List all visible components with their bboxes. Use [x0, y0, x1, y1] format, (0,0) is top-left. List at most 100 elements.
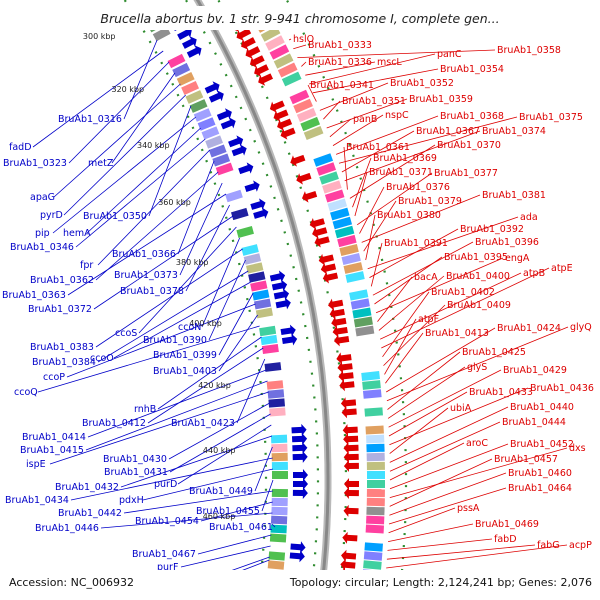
- forward-leader-line: [179, 182, 223, 276]
- gene-block-rev: [303, 125, 324, 141]
- arrow-shape: [292, 487, 308, 500]
- gene-box: [361, 371, 380, 381]
- arrow-shape: [254, 64, 269, 77]
- kbp-tick-label: 360 kbp: [158, 198, 191, 207]
- forward-gene-label: metZ: [88, 158, 114, 169]
- forward-gene-label: BruAb1_0432: [55, 482, 119, 493]
- gene-block-fwd: [201, 126, 220, 140]
- arrow-shape: [244, 180, 260, 193]
- gene-box: [330, 207, 350, 221]
- gene-block-fwd: [225, 189, 243, 203]
- reverse-gene-label: BruAb1_0464: [508, 483, 572, 494]
- forward-gene-label: BruAb1_0372: [28, 304, 92, 315]
- reverse-leader-line: [377, 276, 413, 322]
- gene-block-rev: [334, 225, 355, 239]
- gene-block-fwd: [167, 53, 186, 69]
- gene-block-rev: [363, 560, 382, 570]
- gene-block-fwd: [197, 117, 216, 131]
- arrow-shape: [292, 478, 308, 491]
- gene-block-rev: [337, 234, 357, 248]
- reverse-arrow: [343, 504, 359, 517]
- reverse-gene-label: glyS: [467, 362, 487, 373]
- forward-arrow: [292, 478, 308, 491]
- reverse-gene-label: BruAb1_0429: [503, 365, 567, 376]
- gene-box: [201, 126, 220, 140]
- reverse-gene-label: atpF: [418, 314, 439, 325]
- gene-block-rev: [324, 189, 345, 203]
- gene-block-rev: [366, 515, 385, 525]
- gene-block-fwd: [250, 280, 268, 292]
- reverse-arrow: [339, 379, 355, 392]
- gene-block-fwd: [255, 307, 273, 319]
- gene-box: [253, 298, 272, 310]
- arrow-shape: [290, 154, 306, 167]
- arrow-shape: [314, 235, 330, 248]
- gene-box: [243, 253, 262, 265]
- arrow-shape: [344, 477, 360, 490]
- reverse-arrow: [280, 127, 296, 140]
- arrow-shape: [331, 316, 347, 329]
- gene-block-fwd: [252, 289, 270, 301]
- forward-arrow: [244, 180, 260, 193]
- reverse-leader-line: [388, 487, 507, 525]
- reverse-gene-label: BruAb1_0396: [475, 237, 539, 248]
- reverse-gene-label: BruAb1_0361: [346, 142, 410, 153]
- gene-box: [266, 380, 284, 390]
- reverse-arrow: [254, 64, 269, 77]
- reverse-gene-label: BruAb1_0377: [434, 168, 498, 179]
- arrow-shape: [236, 28, 252, 41]
- forward-arrow: [291, 423, 307, 436]
- gene-box: [313, 153, 334, 167]
- forward-gene-label: BruAb1_0434: [5, 495, 69, 506]
- reverse-arrow: [277, 118, 293, 131]
- gene-block-fwd: [271, 452, 288, 462]
- gene-box: [267, 389, 285, 399]
- forward-gene-label: BruAb1_0430: [103, 454, 167, 465]
- forward-leader-line: [95, 248, 243, 348]
- forward-gene-label: BruAb1_0350: [83, 211, 147, 222]
- gene-block-fwd: [268, 398, 286, 408]
- feature-track: [123, 0, 408, 600]
- reverse-arrow: [236, 28, 252, 41]
- reverse-gene-label: BruAb1_0425: [462, 347, 526, 358]
- reverse-gene-label: BruAb1_0367: [416, 126, 480, 137]
- reverse-gene-label: BruAb1_0369: [373, 153, 437, 164]
- forward-arrow: [280, 324, 296, 337]
- forward-leader-line: [70, 457, 273, 501]
- gene-block-fwd: [248, 271, 266, 283]
- forward-gene-label: BruAb1_0378: [120, 286, 184, 297]
- reverse-leader-line: [374, 256, 443, 305]
- forward-leader-line: [236, 358, 266, 424]
- reverse-gene-label: acpP: [569, 540, 592, 551]
- gene-box: [281, 71, 302, 87]
- forward-gene-label: purD: [154, 479, 177, 490]
- gene-block-fwd: [271, 488, 288, 498]
- forward-arrow: [292, 441, 308, 454]
- reverse-leader-line: [387, 366, 466, 419]
- gene-box: [269, 533, 287, 543]
- reverse-leader-line: [389, 472, 507, 516]
- forward-gene-label: BruAb1_0373: [114, 270, 178, 281]
- gene-block-rev: [343, 262, 363, 274]
- gene-box: [270, 515, 288, 525]
- reverse-gene-label: engA: [505, 253, 530, 264]
- gene-box: [271, 497, 288, 507]
- forward-gene-label: BruAb1_0403: [153, 366, 217, 377]
- reverse-arrow: [341, 549, 357, 562]
- kbp-tick-label: 340 kbp: [137, 141, 170, 150]
- reverse-gene-label: atpB: [523, 268, 545, 279]
- reverse-gene-label: aroC: [466, 438, 488, 449]
- forward-leader-line: [123, 39, 158, 120]
- reverse-arrow: [344, 477, 360, 490]
- kbp-tick-label: 460 kbp: [203, 512, 236, 521]
- reverse-leader-line: [332, 114, 384, 146]
- arrow-shape: [177, 27, 192, 40]
- reverse-leader-line: [389, 406, 509, 463]
- reverse-leader-line: [379, 272, 522, 340]
- reverse-gene-label: glyQ: [570, 322, 592, 333]
- forward-leader-line: [87, 369, 267, 438]
- forward-gene-label: BruAb1_0442: [58, 508, 122, 519]
- arrow-shape: [328, 298, 344, 311]
- forward-leader-line: [68, 61, 170, 164]
- reverse-leader-line: [386, 326, 569, 402]
